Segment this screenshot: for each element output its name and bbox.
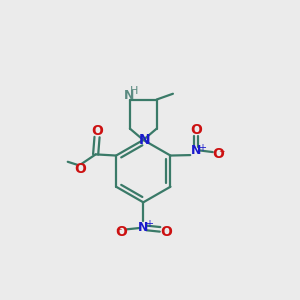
Text: O: O (74, 162, 86, 176)
Text: O: O (190, 123, 202, 137)
Text: +: + (198, 143, 206, 153)
Text: +: + (145, 220, 153, 230)
Text: ⁻: ⁻ (115, 226, 122, 239)
Text: N: N (138, 221, 148, 234)
Text: O: O (116, 225, 128, 239)
Text: N: N (139, 133, 150, 147)
Text: H: H (130, 86, 138, 96)
Text: N: N (124, 89, 134, 102)
Text: O: O (160, 225, 172, 239)
Text: ⁻: ⁻ (218, 148, 224, 161)
Text: O: O (91, 124, 103, 138)
Text: O: O (212, 147, 224, 161)
Text: N: N (191, 144, 201, 158)
